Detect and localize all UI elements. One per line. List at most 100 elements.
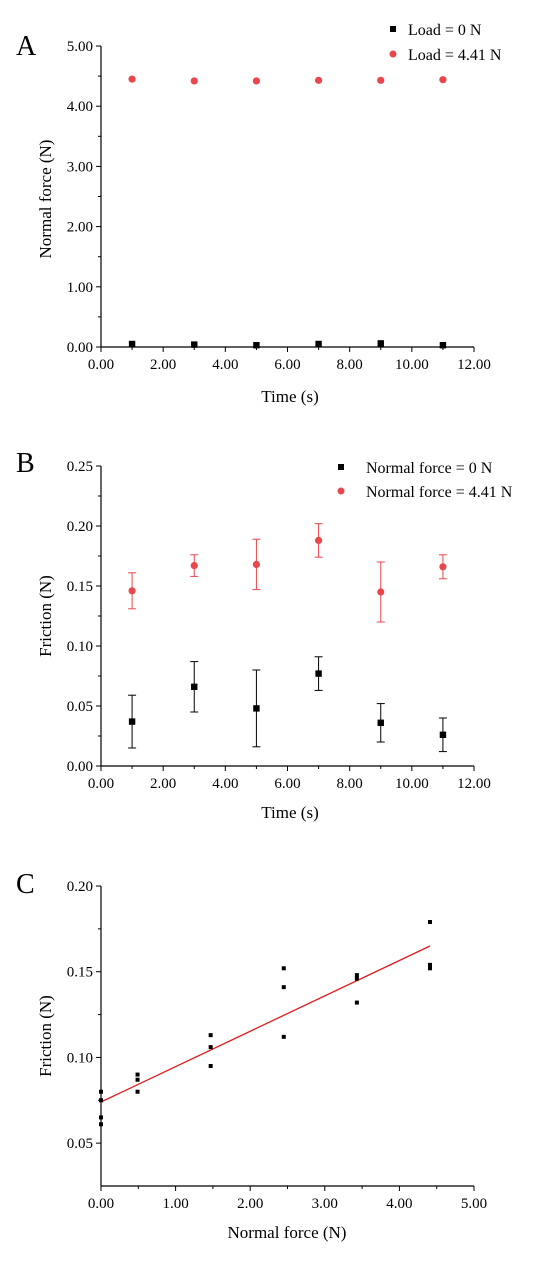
panel-c-y-tick-label: 0.15 — [67, 965, 93, 981]
panel-b-x-tick-label: 6.00 — [274, 776, 300, 792]
panel-a-series-1-point — [190, 77, 198, 85]
panel-c-x-tick-label: 3.00 — [312, 1196, 338, 1212]
panel-b-legend-label-1: Normal force = 4.41 N — [366, 484, 513, 501]
panel-a-series-0-point — [191, 341, 198, 348]
panel-a-series-1-point — [314, 76, 323, 84]
panel-b: B 0.00 2.00 4.00 6.00 8.00 10.00 12.00 0.00 0.05… — [16, 448, 513, 822]
panel-b-series-0-point — [439, 731, 447, 738]
panel-c-series-0-point — [281, 985, 286, 990]
panel-c-x-tick-label: 2.00 — [237, 1196, 263, 1212]
panel-a-y-tick-label: 1.00 — [67, 280, 93, 296]
panel-a-x-tick-label: 12.00 — [457, 357, 491, 373]
panel-a-x-tick-label: 4.00 — [212, 357, 238, 373]
panel-c-y-axis-title: Friction (N) — [36, 995, 55, 1077]
panel-b-series-1-point — [190, 562, 198, 570]
panel-a-series-1-point — [252, 77, 261, 85]
panel-b-y-axis-title: Friction (N) — [36, 575, 55, 657]
panel-a-series-0-point — [439, 341, 447, 349]
panel-c-x-tick-label: 0.00 — [88, 1196, 114, 1212]
panel-b-x-tick-label: 10.00 — [395, 776, 429, 792]
panel-c-x-tick-label: 5.00 — [461, 1196, 487, 1212]
panel-b-series-1-point — [439, 563, 447, 571]
panel-c-marks — [99, 920, 432, 1127]
panel-a-series-0-point — [377, 340, 384, 347]
panel-a-x-axis-title: Time (s) — [261, 387, 318, 406]
panel-c-series-0-point — [281, 966, 286, 971]
panel-b-x-tick-label: 8.00 — [337, 776, 363, 792]
panel-a-y-tick-label: 2.00 — [67, 220, 93, 236]
panel-a: A 0.00 2.00 4.00 6.00 8.00 10.00 12.00 0.00 1.00… — [16, 22, 502, 406]
panel-a-y-tick-label: 4.00 — [67, 99, 93, 115]
panel-c-series-0-point — [208, 1064, 213, 1068]
panel-b-y-tick-label: 0.00 — [67, 759, 93, 775]
panel-b-letter: B — [16, 448, 35, 479]
panel-b-y-tick-label: 0.20 — [67, 519, 93, 535]
panel-a-x-tick-label: 8.00 — [337, 357, 363, 373]
panel-b-series-1-point — [128, 587, 136, 595]
panel-b-legend-square-marker — [338, 464, 344, 470]
panel-a-legend-square-marker — [390, 26, 396, 32]
panel-c-series-0-point — [354, 1000, 359, 1005]
panel-b-series-0-point — [315, 670, 322, 677]
panel-c-x-axis-title: Normal force (N) — [228, 1223, 347, 1242]
panel-a-y-tick-label: 0.00 — [67, 340, 93, 356]
panel-a-letter: A — [16, 31, 37, 62]
panel-c-series-0-point — [354, 973, 359, 978]
panel-b-legend: Normal force = 0 N Normal force = 4.41 N — [337, 460, 513, 501]
panel-a-series-0-point — [315, 340, 322, 348]
panel-b-y-tick-label: 0.15 — [67, 579, 93, 595]
panel-b-legend-label-0: Normal force = 0 N — [366, 460, 493, 477]
panel-c-fit-line — [100, 945, 431, 1103]
panel-a-x-tick-label: 2.00 — [150, 357, 176, 373]
panel-b-y-tick-label: 0.05 — [67, 699, 93, 715]
panel-c-series-0-point — [208, 1045, 213, 1050]
panel-a-axes: 0.00 2.00 4.00 6.00 8.00 10.00 12.00 0.00 1.00 2.… — [67, 39, 491, 373]
panel-c-series-0-point — [135, 1077, 140, 1082]
panel-a-marks — [128, 75, 447, 349]
panel-b-x-tick-label: 4.00 — [212, 776, 238, 792]
panel-c-y-tick-label: 0.05 — [67, 1136, 93, 1152]
panel-c-series-0-point — [427, 920, 432, 924]
panel-c-letter: C — [16, 869, 35, 900]
panel-c-series-0-point — [427, 966, 432, 971]
panel-c-series-0-point — [354, 976, 359, 981]
panel-a-y-axis-title: Normal force (N) — [36, 140, 55, 259]
panel-b-x-tick-label: 12.00 — [457, 776, 491, 792]
panel-c-x-tick-label: 1.00 — [162, 1196, 188, 1212]
panel-b-legend-circle-marker — [337, 487, 345, 495]
panel-c-series-0-point — [427, 962, 432, 967]
panel-b-marks — [128, 523, 447, 753]
panel-b-series-0-point — [128, 718, 136, 725]
panel-c-series-0-point — [208, 1033, 213, 1038]
panel-b-x-tick-label: 2.00 — [150, 776, 176, 792]
panel-a-legend-label-1: Load = 4.41 N — [408, 47, 502, 64]
panel-b-series-0-point — [377, 719, 384, 726]
panel-b-x-axis-title: Time (s) — [261, 803, 318, 822]
panel-a-y-tick-label: 3.00 — [67, 159, 93, 175]
panel-b-series-1-point — [252, 560, 261, 569]
panel-a-series-1-point — [377, 76, 385, 84]
panel-c-series-0-point — [99, 1122, 103, 1127]
panel-a-legend-label-0: Load = 0 N — [408, 22, 482, 39]
panel-c-y-tick-label: 0.10 — [67, 1050, 93, 1066]
panel-c-axes: 0.00 1.00 2.00 3.00 4.00 5.00 0.05 0.10 0.15 0.20 — [67, 879, 487, 1212]
panel-c-y-tick-label: 0.20 — [67, 879, 93, 895]
panel-b-y-tick-label: 0.25 — [67, 459, 93, 475]
panel-c-x-tick-label: 4.00 — [386, 1196, 412, 1212]
panel-c-series-0-point — [99, 1115, 103, 1120]
panel-c-series-0-point — [281, 1034, 286, 1039]
panel-a-series-1-point — [439, 76, 447, 84]
panel-b-series-0-point — [191, 683, 198, 690]
panel-c: C 0.00 1.00 2.00 3.00 4.00 5.000.050.100.150.… — [16, 869, 487, 1242]
panel-c-series-0-point — [99, 1098, 103, 1103]
panel-a-y-tick-label: 5.00 — [67, 39, 93, 55]
panel-b-series-1-point — [314, 536, 323, 545]
panel-b-axes: 0.00 2.00 4.00 6.00 8.00 10.00 12.00 0.00 0.05 0.… — [67, 459, 491, 792]
panel-a-x-tick-label: 6.00 — [274, 357, 300, 373]
panel-a-legend: Load = 0 N Load = 4.41 N — [389, 22, 502, 64]
panel-a-x-tick-label: 10.00 — [395, 357, 429, 373]
panel-a-series-0-point — [128, 340, 136, 348]
panel-c-series-0-point — [135, 1089, 140, 1094]
panel-b-y-tick-label: 0.10 — [67, 639, 93, 655]
